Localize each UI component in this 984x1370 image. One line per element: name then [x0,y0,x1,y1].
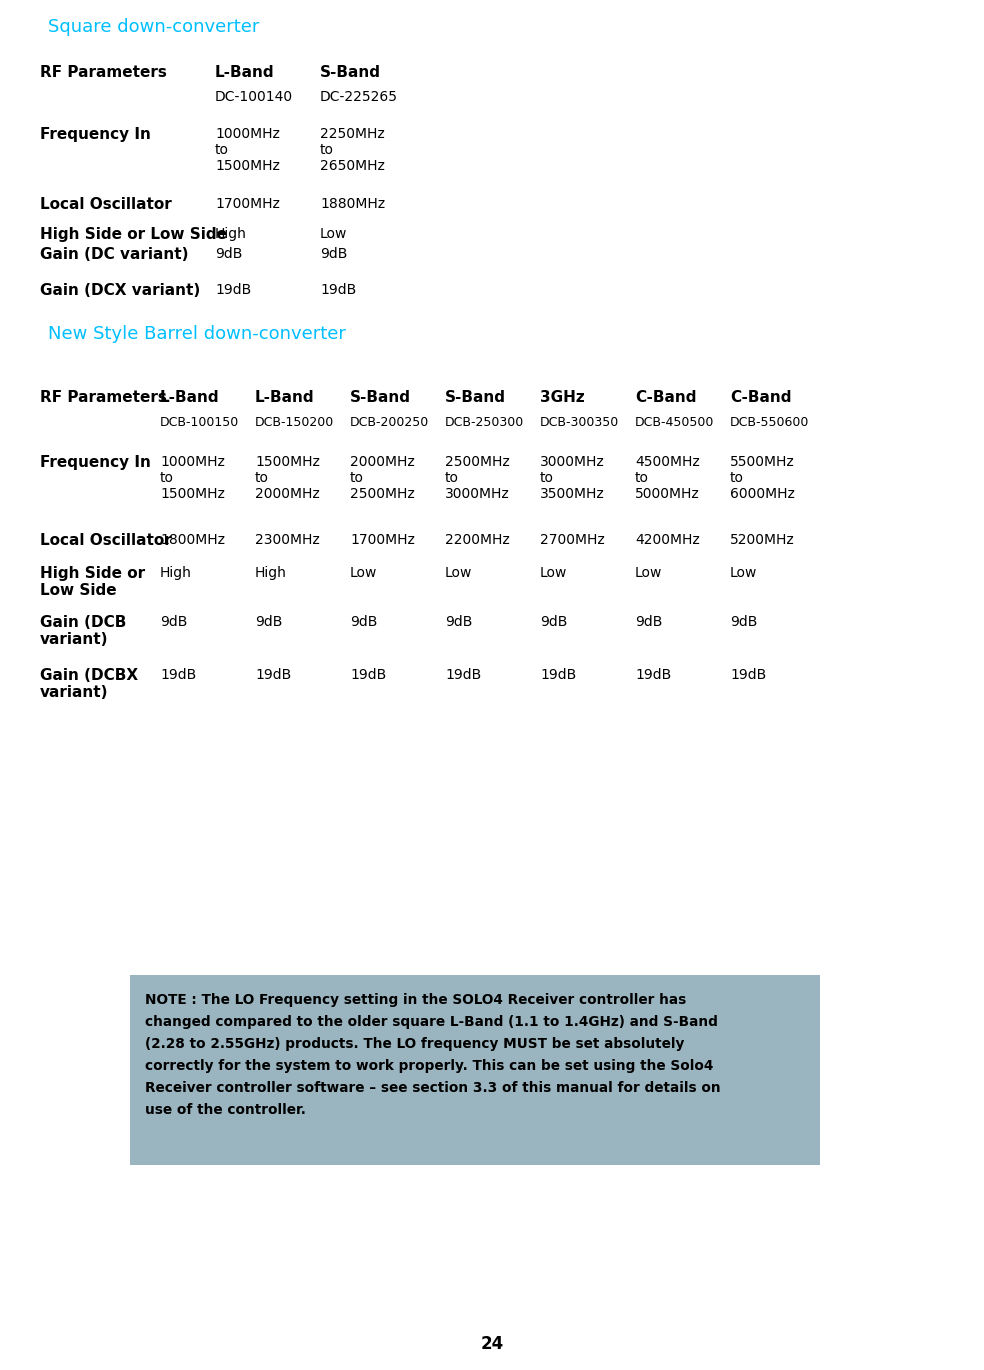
Text: 2300MHz: 2300MHz [255,533,320,547]
Text: C-Band: C-Band [730,390,791,406]
Text: Frequency In: Frequency In [40,455,151,470]
Text: DCB-100150: DCB-100150 [160,416,239,429]
Text: 4500MHz
to
5000MHz: 4500MHz to 5000MHz [635,455,700,501]
Text: 9dB: 9dB [255,615,282,629]
Text: 9dB: 9dB [635,615,662,629]
Text: Low: Low [320,227,347,241]
Text: High: High [160,566,192,580]
Text: 1000MHz
to
1500MHz: 1000MHz to 1500MHz [160,455,225,501]
Text: 9dB: 9dB [540,615,568,629]
Text: Gain (DCBX
variant): Gain (DCBX variant) [40,669,138,700]
Text: L-Band: L-Band [160,390,219,406]
Text: High Side or
Low Side: High Side or Low Side [40,566,145,599]
Text: New Style Barrel down-converter: New Style Barrel down-converter [48,325,345,342]
Text: Local Oscillator: Local Oscillator [40,533,172,548]
Text: correctly for the system to work properly. This can be set using the Solo4: correctly for the system to work properl… [145,1059,713,1073]
Text: 24: 24 [480,1334,504,1354]
Text: RF Parameters: RF Parameters [40,390,167,406]
Text: 2500MHz
to
3000MHz: 2500MHz to 3000MHz [445,455,510,501]
Text: 19dB: 19dB [255,669,291,682]
Text: Low: Low [635,566,662,580]
FancyBboxPatch shape [130,975,820,1164]
Text: 5200MHz: 5200MHz [730,533,795,547]
Text: DCB-450500: DCB-450500 [635,416,714,429]
Text: 9dB: 9dB [160,615,187,629]
Text: 19dB: 19dB [320,284,356,297]
Text: 2200MHz: 2200MHz [445,533,510,547]
Text: Low: Low [730,566,758,580]
Text: 19dB: 19dB [160,669,196,682]
Text: Gain (DCB
variant): Gain (DCB variant) [40,615,126,648]
Text: Gain (DCX variant): Gain (DCX variant) [40,284,201,299]
Text: 9dB: 9dB [445,615,472,629]
Text: DC-100140: DC-100140 [215,90,293,104]
Text: Frequency In: Frequency In [40,127,151,142]
Text: L-Band: L-Band [215,64,275,79]
Text: 19dB: 19dB [540,669,577,682]
Text: 19dB: 19dB [445,669,481,682]
Text: Receiver controller software – see section 3.3 of this manual for details on: Receiver controller software – see secti… [145,1081,720,1095]
Text: Local Oscillator: Local Oscillator [40,197,172,212]
Text: 1000MHz
to
1500MHz: 1000MHz to 1500MHz [215,127,279,174]
Text: DCB-150200: DCB-150200 [255,416,335,429]
Text: (2.28 to 2.55GHz) products. The LO frequency MUST be set absolutely: (2.28 to 2.55GHz) products. The LO frequ… [145,1037,685,1051]
Text: changed compared to the older square L-Band (1.1 to 1.4GHz) and S-Band: changed compared to the older square L-B… [145,1015,718,1029]
Text: S-Band: S-Band [320,64,381,79]
Text: Square down-converter: Square down-converter [48,18,260,36]
Text: 1800MHz: 1800MHz [160,533,225,547]
Text: Low: Low [445,566,472,580]
Text: DCB-300350: DCB-300350 [540,416,619,429]
Text: 1700MHz: 1700MHz [350,533,415,547]
Text: DCB-200250: DCB-200250 [350,416,429,429]
Text: Low: Low [350,566,378,580]
Text: 1880MHz: 1880MHz [320,197,385,211]
Text: L-Band: L-Band [255,390,315,406]
Text: 2700MHz: 2700MHz [540,533,605,547]
Text: Low: Low [540,566,568,580]
Text: use of the controller.: use of the controller. [145,1103,306,1117]
Text: C-Band: C-Band [635,390,697,406]
Text: 2250MHz
to
2650MHz: 2250MHz to 2650MHz [320,127,385,174]
Text: 19dB: 19dB [215,284,251,297]
Text: S-Band: S-Band [445,390,506,406]
Text: 2000MHz
to
2500MHz: 2000MHz to 2500MHz [350,455,414,501]
Text: 1500MHz
to
2000MHz: 1500MHz to 2000MHz [255,455,320,501]
Text: 19dB: 19dB [730,669,767,682]
Text: 9dB: 9dB [215,247,242,262]
Text: 1700MHz: 1700MHz [215,197,279,211]
Text: DCB-250300: DCB-250300 [445,416,524,429]
Text: Gain (DC variant): Gain (DC variant) [40,247,189,262]
Text: 4200MHz: 4200MHz [635,533,700,547]
Text: High: High [255,566,287,580]
Text: 3GHz: 3GHz [540,390,584,406]
Text: S-Band: S-Band [350,390,411,406]
Text: 3000MHz
to
3500MHz: 3000MHz to 3500MHz [540,455,605,501]
Text: 9dB: 9dB [320,247,347,262]
Text: 9dB: 9dB [350,615,378,629]
Text: High Side or Low Side: High Side or Low Side [40,227,227,242]
Text: DC-225265: DC-225265 [320,90,398,104]
Text: 5500MHz
to
6000MHz: 5500MHz to 6000MHz [730,455,795,501]
Text: 19dB: 19dB [350,669,387,682]
Text: 19dB: 19dB [635,669,671,682]
Text: NOTE : The LO Frequency setting in the SOLO4 Receiver controller has: NOTE : The LO Frequency setting in the S… [145,993,686,1007]
Text: High: High [215,227,247,241]
Text: 9dB: 9dB [730,615,758,629]
Text: DCB-550600: DCB-550600 [730,416,810,429]
Text: RF Parameters: RF Parameters [40,64,167,79]
